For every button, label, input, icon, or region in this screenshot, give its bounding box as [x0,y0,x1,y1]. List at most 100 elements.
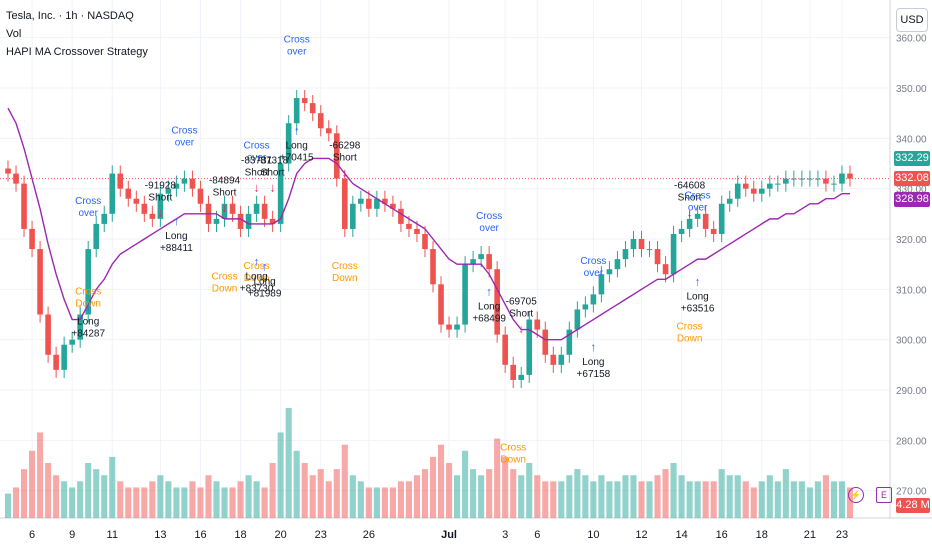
x-tick-label: 6 [29,529,35,541]
candle-body [197,188,204,204]
flash-icon[interactable]: ⚡ [848,487,864,503]
candle-body [526,319,533,375]
annotation-text: +84287 [71,329,105,340]
annotation-text: Short [333,152,357,163]
annotation-text: Cross [75,286,101,297]
volume-bar [734,475,741,518]
symbol-legend[interactable]: Tesla, Inc. · 1h · NASDAQ [6,10,134,22]
candle-body [550,354,557,365]
currency-button[interactable]: USD [896,8,928,32]
candle-body [301,98,308,104]
candle-body [702,213,709,229]
annotation-text: Long [165,231,187,242]
x-tick-label: 20 [275,529,287,541]
y-tick-label: 320.00 [896,235,927,246]
candle-body [350,203,356,229]
volume-bar [101,475,108,518]
candle-body [566,329,573,355]
volume-bar [470,469,477,518]
volume-bar [277,432,284,518]
candle-body [141,203,148,214]
volume-bar [181,487,188,518]
volume-bar [4,493,12,518]
volume-bar [221,487,228,518]
volume-bar [349,475,356,518]
annotation-text: Cross [580,256,606,267]
annotation-text: +81989 [248,288,282,299]
x-tick-label: 14 [675,529,687,541]
candle-body [574,309,581,330]
annotation-text: Long [478,301,500,312]
y-tick-label: 270.00 [896,487,927,498]
candle-body [149,213,156,219]
x-tick-label: 23 [836,529,848,541]
volume-bar [830,481,837,518]
candle-body [37,249,43,315]
up-arrow-icon: ↑ [294,123,300,137]
volume-bar [486,469,493,518]
candle-body [718,203,725,234]
annotation-long: Long+84287 ↑ [71,300,105,340]
candle-body [390,203,396,209]
x-tick-label: 16 [194,529,206,541]
x-tick-label: 10 [587,529,599,541]
volume-bar [630,475,637,518]
annotation-text: Short [678,193,702,204]
volume-bar [413,475,421,518]
x-tick-label: 13 [154,529,166,541]
close-price-tag: 332.08 [894,171,930,186]
volume-bar [189,481,196,518]
volume-legend[interactable]: Vol [6,28,22,40]
volume-bar [726,475,733,518]
volume-bar [582,475,589,518]
candle-body [775,183,781,185]
volume-bar [454,475,461,518]
y-tick-label: 330.00 [896,185,927,196]
annotation-text: over [175,137,195,148]
annotation-text: Cross [211,271,237,282]
annotation-text: over [287,47,307,58]
candle-body [750,188,757,194]
annotation-text: Long [245,271,267,282]
annotation-text: -69705 [506,296,538,307]
candle-body [646,249,653,251]
x-tick-label: 23 [315,529,327,541]
candle-body [662,264,669,275]
candle-body [77,314,83,340]
candle-body [293,98,300,124]
y-tick-label: 340.00 [896,134,927,145]
annotation-text: Short [245,168,269,179]
volume-bar [502,456,509,518]
volume-bar [702,481,709,518]
annotation-cross-over: Crossover [244,140,270,163]
candle-body [590,294,597,305]
candle-body [93,223,100,250]
candle-body [734,183,741,199]
candle-body [462,264,468,325]
volume-bar [237,481,244,518]
earnings-icon[interactable]: E [876,487,892,503]
up-arrow-icon: ↑ [173,214,179,228]
candle-body [309,103,316,114]
candle-body [799,178,805,180]
candle-body [502,334,508,365]
annotation-long: Long+88411 ↑ [160,214,193,254]
volume-bar [77,481,84,518]
candle-body [29,228,35,250]
strategy-legend[interactable]: HAPI MA Crossover Strategy [6,46,148,58]
annotation-text: over [247,152,267,163]
candle-body [245,213,252,229]
down-arrow-icon: ↓ [157,206,163,220]
candle-body [358,198,364,204]
annotation-text: Cross [244,140,270,151]
candle-body [654,249,661,265]
volume-bar [790,481,797,518]
candle-body [285,123,292,164]
annotation-cross-over: Crossover [75,196,101,219]
volume-bar [766,475,773,518]
annotation-text: Down [244,273,270,284]
